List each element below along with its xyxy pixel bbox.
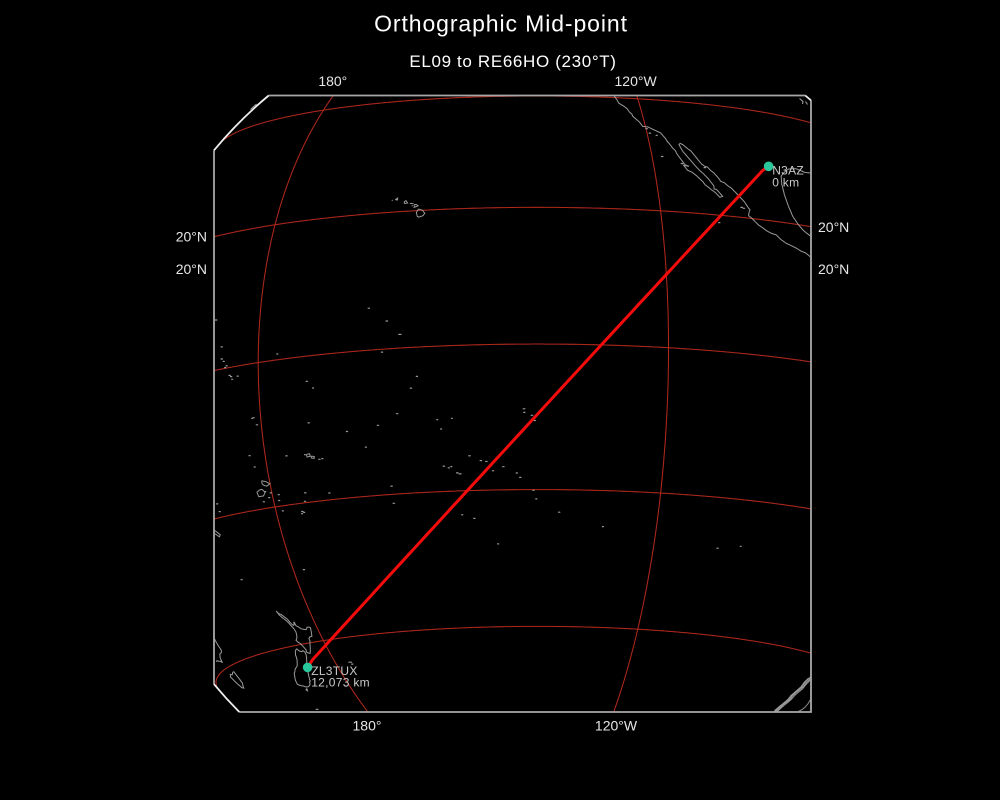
svg-text:20°N: 20°N	[818, 219, 849, 235]
svg-text:ZL3TUX: ZL3TUX	[311, 664, 357, 678]
svg-text:0 km: 0 km	[772, 175, 799, 189]
svg-text:180°: 180°	[353, 718, 382, 734]
svg-text:EL09 to RE66HO (230°T): EL09 to RE66HO (230°T)	[409, 52, 616, 71]
svg-text:120°W: 120°W	[615, 73, 658, 89]
svg-text:20°N: 20°N	[176, 229, 207, 245]
svg-text:20°N: 20°N	[818, 261, 849, 277]
svg-text:N3AZ: N3AZ	[772, 164, 804, 178]
svg-text:12,073 km: 12,073 km	[311, 676, 370, 690]
svg-text:20°N: 20°N	[176, 261, 207, 277]
svg-text:120°W: 120°W	[595, 718, 638, 734]
svg-text:Orthographic Mid-point: Orthographic Mid-point	[374, 11, 628, 37]
svg-text:180°: 180°	[318, 73, 347, 89]
